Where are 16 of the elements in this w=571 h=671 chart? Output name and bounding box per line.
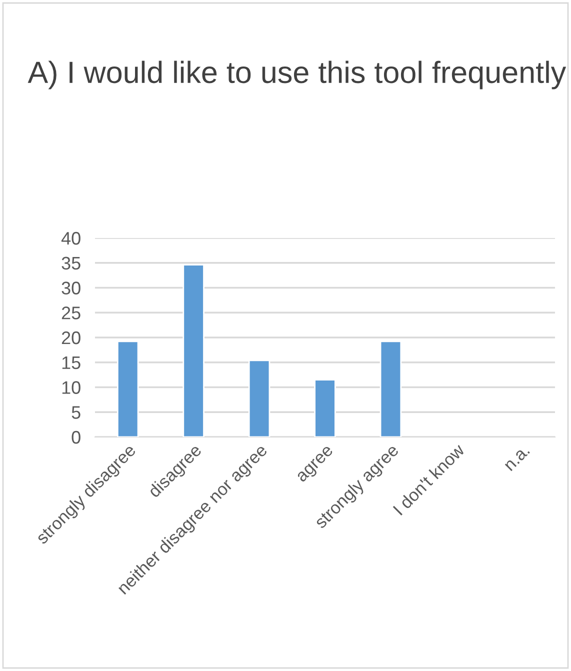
- bar: [248, 360, 270, 437]
- bar: [116, 340, 139, 437]
- y-tick-label: 40: [61, 232, 80, 245]
- y-tick-label: 30: [62, 282, 80, 294]
- y-tick-label: 10: [62, 381, 80, 394]
- x-tick-label: n.a.: [504, 446, 530, 472]
- bar: [314, 379, 336, 437]
- y-tick-label: 15: [62, 356, 80, 370]
- y-tick-label: 0: [72, 430, 80, 444]
- chart-title: A) I would like to use this tool frequently: [28, 60, 566, 90]
- y-tick-label: 35: [62, 256, 80, 270]
- y-tick-label: 20: [62, 331, 80, 344]
- bar: [380, 340, 402, 437]
- y-tick-label: 25: [62, 306, 80, 320]
- y-tick-label: 5: [72, 406, 80, 419]
- bar: [182, 264, 204, 437]
